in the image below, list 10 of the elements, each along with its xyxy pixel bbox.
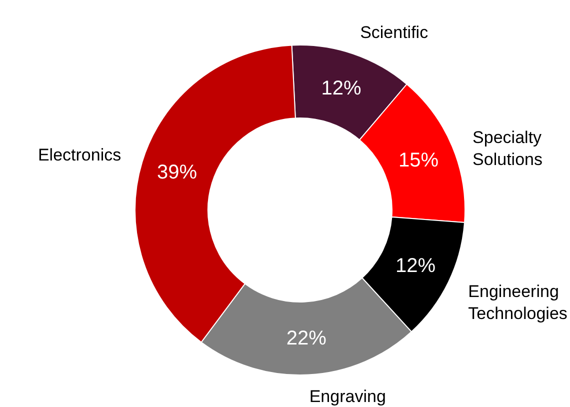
slice-label: Scientific: [360, 22, 429, 42]
data-label: 12%: [396, 255, 436, 278]
slice-label: Specialty Solutions: [472, 128, 542, 169]
data-label: 22%: [286, 327, 327, 350]
slice-label: Electronics: [38, 146, 122, 165]
data-label: 15%: [398, 149, 439, 172]
data-label: 12%: [321, 77, 362, 100]
data-label: 39%: [157, 162, 198, 184]
slice-label: Engraving: [309, 386, 386, 406]
slice-label: Engineering Technologies: [468, 282, 568, 323]
